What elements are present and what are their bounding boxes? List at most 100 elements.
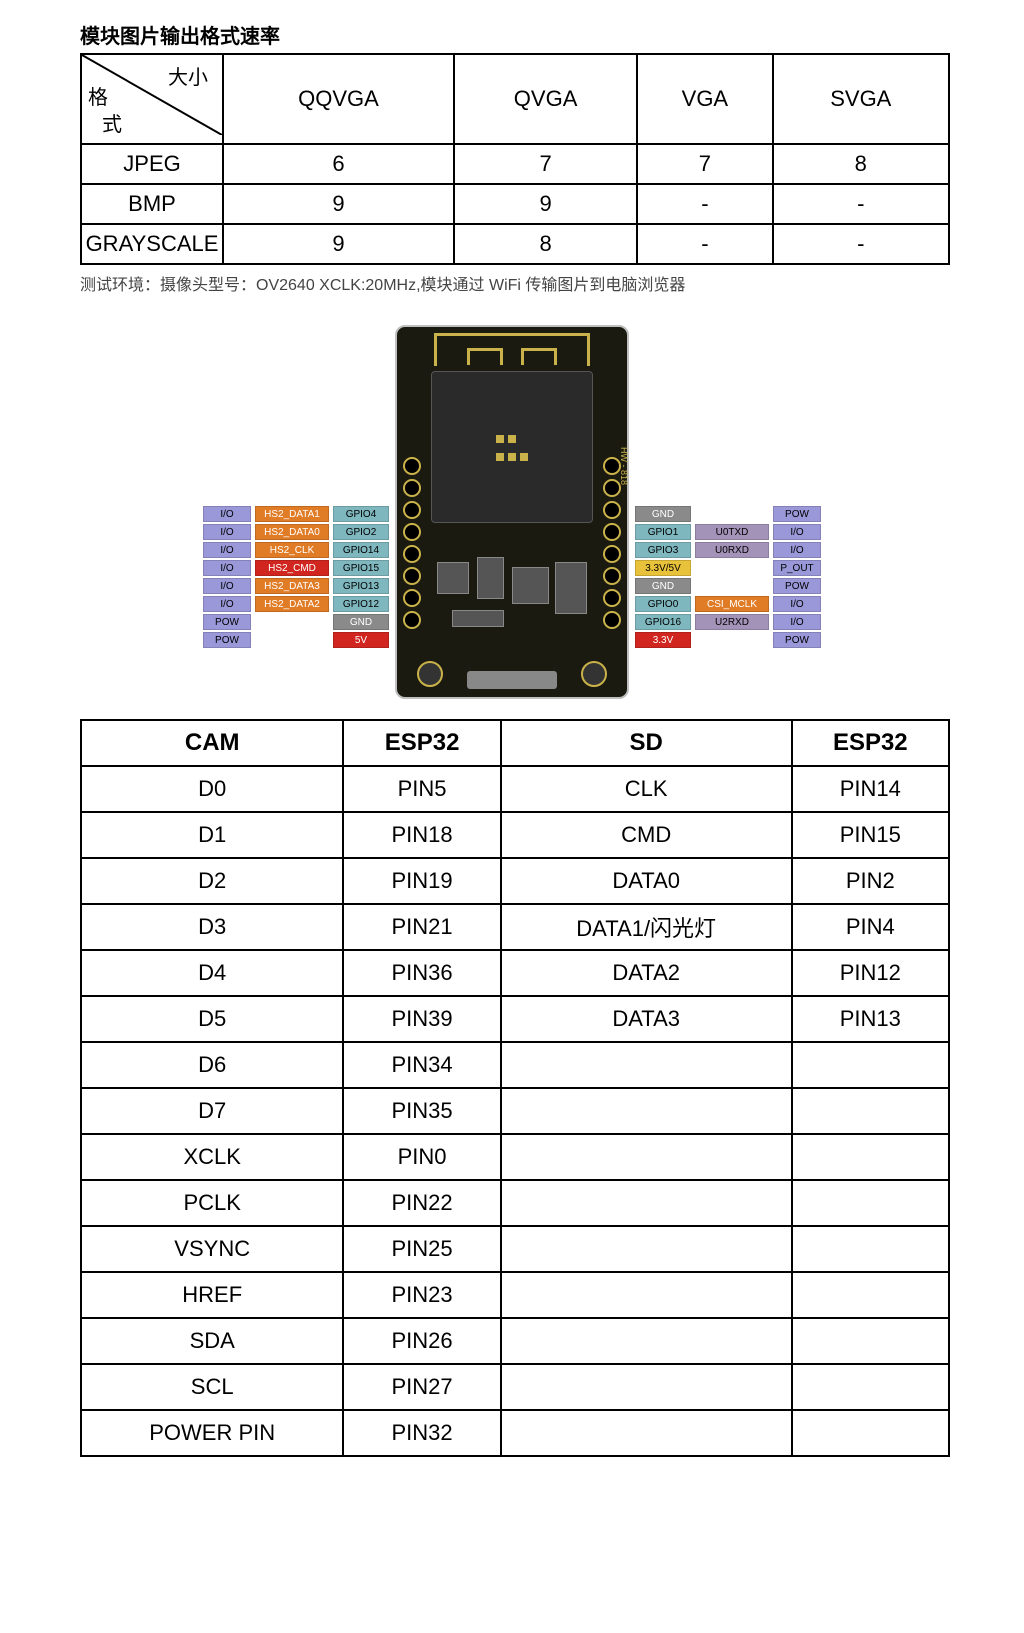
map-cell: D6 [81, 1042, 343, 1088]
map-cell [792, 1410, 949, 1456]
map-cell: SDA [81, 1318, 343, 1364]
left-io-label: POW [203, 632, 251, 648]
right-gpio-label: GND [635, 506, 691, 522]
map-cell [501, 1364, 792, 1410]
map-cell: HREF [81, 1272, 343, 1318]
test-environment-note: 测试环境：摄像头型号：OV2640 XCLK:20MHz,模块通过 WiFi 传… [80, 271, 984, 295]
map-cell: PIN14 [792, 766, 949, 812]
map-cell: PIN5 [343, 766, 500, 812]
map-cell: PIN13 [792, 996, 949, 1042]
right-io-label: I/O [773, 614, 821, 630]
map-cell: D2 [81, 858, 343, 904]
right-gpio-label: GND [635, 578, 691, 594]
right-gpio-label: GPIO0 [635, 596, 691, 612]
map-cell [501, 1134, 792, 1180]
left-func-label: HS2_DATA1 [255, 506, 329, 522]
map-row: HREFPIN23 [81, 1272, 949, 1318]
rate-row-label: BMP [81, 184, 223, 224]
left-gpio-label: GPIO4 [333, 506, 389, 522]
map-cell [501, 1088, 792, 1134]
right-io-label: P_OUT [773, 560, 821, 576]
map-cell: PIN22 [343, 1180, 500, 1226]
map-cell: PIN35 [343, 1088, 500, 1134]
rate-row: BMP99-- [81, 184, 949, 224]
map-cell [501, 1410, 792, 1456]
map-cell: PIN12 [792, 950, 949, 996]
rate-cell: - [637, 224, 772, 264]
rate-table-diagonal-header: 大小 格 式 [81, 54, 223, 144]
map-cell: PIN2 [792, 858, 949, 904]
map-cell: PIN26 [343, 1318, 500, 1364]
map-row: SDAPIN26 [81, 1318, 949, 1364]
map-cell: CMD [501, 812, 792, 858]
map-row: POWER PINPIN32 [81, 1410, 949, 1456]
pinout-diagram: I/O I/O I/O I/O I/O I/O POW POW HS2_DATA1 HS2_DAT… [40, 325, 984, 699]
right-io-label: POW [773, 578, 821, 594]
map-cell: D4 [81, 950, 343, 996]
map-cell: PIN27 [343, 1364, 500, 1410]
right-gpio-label: 3.3V [635, 632, 691, 648]
left-gpio-label: GND [333, 614, 389, 630]
rate-table-header-row: 大小 格 式 QQVGA QVGA VGA SVGA [81, 54, 949, 144]
rate-col-3: SVGA [773, 54, 949, 144]
map-cell: D1 [81, 812, 343, 858]
rate-col-1: QVGA [454, 54, 637, 144]
left-io-label: I/O [203, 506, 251, 522]
map-cell: POWER PIN [81, 1410, 343, 1456]
right-io-label: I/O [773, 542, 821, 558]
map-cell [792, 1318, 949, 1364]
rate-cell: 8 [454, 224, 637, 264]
map-cell: PIN15 [792, 812, 949, 858]
map-cell [792, 1272, 949, 1318]
map-col-3: ESP32 [792, 720, 949, 766]
map-row: D5PIN39DATA3PIN13 [81, 996, 949, 1042]
left-io-label: POW [203, 614, 251, 630]
right-io-label: I/O [773, 524, 821, 540]
board-side-label: HW - 818 [619, 447, 629, 485]
rate-cell: 9 [223, 224, 454, 264]
map-row: SCLPIN27 [81, 1364, 949, 1410]
left-io-label: I/O [203, 560, 251, 576]
map-cell: VSYNC [81, 1226, 343, 1272]
map-cell: PIN18 [343, 812, 500, 858]
rate-col-0: QQVGA [223, 54, 454, 144]
right-gpio-label: GPIO1 [635, 524, 691, 540]
rate-cell: 9 [454, 184, 637, 224]
right-gpio-label: GPIO16 [635, 614, 691, 630]
map-cell [792, 1364, 949, 1410]
right-gpio-label: 3.3V/5V [635, 560, 691, 576]
map-cell [501, 1318, 792, 1364]
left-io-label: I/O [203, 524, 251, 540]
rate-table: 大小 格 式 QQVGA QVGA VGA SVGA JPEG6778BMP99… [80, 53, 950, 265]
map-cell: CLK [501, 766, 792, 812]
rate-cell: 9 [223, 184, 454, 224]
map-cell [501, 1272, 792, 1318]
map-cell: DATA3 [501, 996, 792, 1042]
map-cell: PIN36 [343, 950, 500, 996]
left-io-label: I/O [203, 578, 251, 594]
map-cell: DATA2 [501, 950, 792, 996]
rate-row-label: GRAYSCALE [81, 224, 223, 264]
map-cell: PIN25 [343, 1226, 500, 1272]
map-cell: PIN0 [343, 1134, 500, 1180]
map-row: D1PIN18CMDPIN15 [81, 812, 949, 858]
map-cell: PIN23 [343, 1272, 500, 1318]
rate-row: JPEG6778 [81, 144, 949, 184]
map-cell: PIN32 [343, 1410, 500, 1456]
right-gpio-label: GPIO3 [635, 542, 691, 558]
left-io-label: I/O [203, 542, 251, 558]
rate-cell: 7 [454, 144, 637, 184]
left-func-label: HS2_DATA3 [255, 578, 329, 594]
map-cell: DATA1/闪光灯 [501, 904, 792, 950]
left-gpio-label: 5V [333, 632, 389, 648]
map-cell [792, 1134, 949, 1180]
map-row: D0PIN5CLKPIN14 [81, 766, 949, 812]
map-row: PCLKPIN22 [81, 1180, 949, 1226]
right-io-label: I/O [773, 596, 821, 612]
map-cell: SCL [81, 1364, 343, 1410]
map-cell: D0 [81, 766, 343, 812]
left-gpio-label: GPIO12 [333, 596, 389, 612]
map-row: D7PIN35 [81, 1088, 949, 1134]
map-cell: DATA0 [501, 858, 792, 904]
left-gpio-label: GPIO14 [333, 542, 389, 558]
